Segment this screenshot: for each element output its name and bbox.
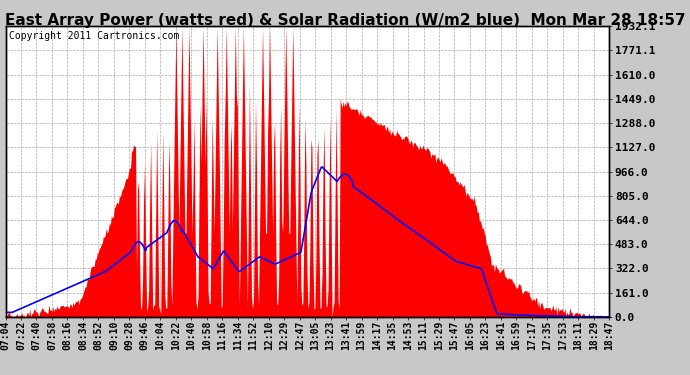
Text: East Array Power (watts red) & Solar Radiation (W/m2 blue)  Mon Mar 28 18:57: East Array Power (watts red) & Solar Rad… bbox=[5, 13, 685, 28]
Text: Copyright 2011 Cartronics.com: Copyright 2011 Cartronics.com bbox=[8, 31, 179, 40]
